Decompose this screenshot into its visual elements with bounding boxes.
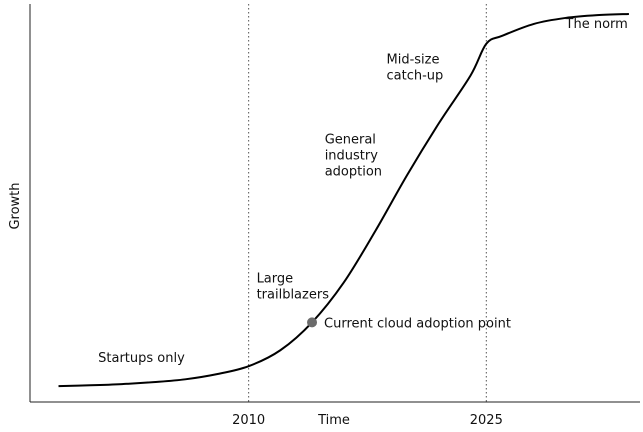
annotation-3-line-1: catch-up: [386, 69, 443, 84]
annotation-1-line-0: Large: [257, 272, 294, 287]
annotation-2-line-1: industry: [325, 148, 379, 163]
reference-lines: [248, 4, 487, 402]
annotation-labels: Startups only Large trailblazers General ind…: [98, 17, 628, 366]
adoption-point-marker: [307, 317, 318, 328]
x-tick-label-2025: 2025: [470, 413, 503, 428]
annotation-0-line-0: Startups only: [98, 351, 185, 366]
annotation-3-line-0: Mid-size: [386, 53, 439, 68]
axes-frame: [29, 4, 640, 403]
annotation-2-line-2: adoption: [325, 164, 382, 179]
annotation-1: Large trailblazers: [257, 272, 330, 303]
x-axis-title: Time: [317, 413, 350, 428]
annotation-4: The norm: [565, 17, 628, 32]
annotation-2: General industry adoption: [325, 132, 382, 179]
growth-curve: Current cloud adoption point: [58, 12, 629, 388]
annotation-4-line-0: The norm: [565, 17, 628, 32]
annotation-2-line-0: General: [325, 132, 376, 147]
y-axis-title: Growth: [8, 182, 23, 229]
series-line-0: [58, 12, 629, 388]
annotation-3: Mid-size catch-up: [386, 53, 443, 84]
x-tick-label-2010: 2010: [232, 413, 265, 428]
adoption-point-label: Current cloud adoption point: [324, 316, 511, 331]
annotation-0: Startups only: [98, 351, 185, 366]
x-ticks: 2010 2025: [232, 413, 503, 428]
annotation-1-line-1: trailblazers: [257, 288, 330, 303]
